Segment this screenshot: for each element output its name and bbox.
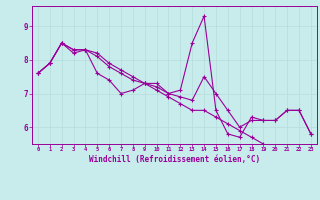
X-axis label: Windchill (Refroidissement éolien,°C): Windchill (Refroidissement éolien,°C) [89, 155, 260, 164]
